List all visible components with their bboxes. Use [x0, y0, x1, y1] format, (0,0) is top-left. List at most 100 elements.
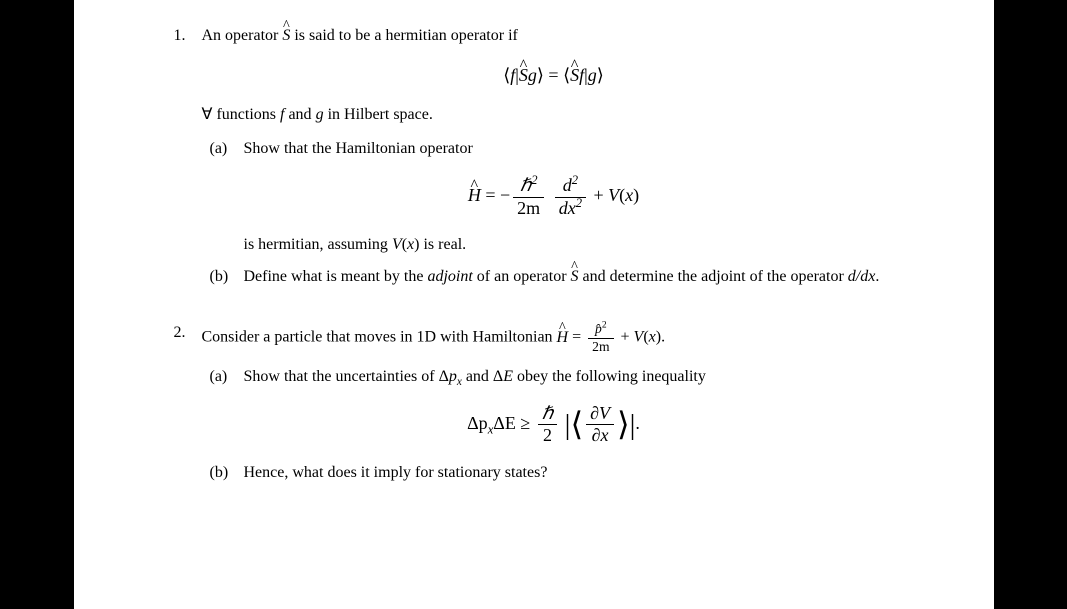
p2-2m: 2m [592, 339, 609, 354]
problem-2-number: 2. [174, 321, 194, 355]
p1a-equation-hamiltonian: H = −ℏ22m d2dx2 + V(x) [174, 175, 934, 219]
p2-end: . [661, 329, 665, 346]
problem-2-intro-text: Consider a particle that moves in 1D wit… [202, 321, 666, 355]
p1a-hbar-sup: 2 [531, 173, 537, 187]
p1b-S: S [571, 265, 579, 289]
p1a-pc: ) [633, 185, 639, 205]
p1a-frac-d2: d2dx2 [555, 175, 586, 219]
p1a-dx-sup: 2 [576, 196, 582, 210]
problem-1: 1. An operator S is said to be a hermiti… [174, 24, 934, 289]
p1a-post-body: is hermitian, assuming V(x) is real. [244, 233, 934, 257]
p1-continuation: ∀ functions f and g in Hilbert space. [202, 103, 934, 127]
p2-H: H [557, 326, 569, 350]
p1b-mid2: and determine the adjoint of the operato… [579, 268, 848, 285]
p1-cont-t1: functions [212, 106, 280, 123]
p2a-body: Show that the uncertainties of Δpx and Δ… [244, 365, 934, 389]
p1a-post: is hermitian, assuming V(x) is real. [210, 233, 934, 257]
p2b-body: Hence, what does it imply for stationary… [244, 461, 934, 485]
p2a-bra: ⟨ [570, 407, 583, 443]
p2a-2: 2 [538, 425, 557, 447]
p1-cont-g: g [316, 106, 324, 123]
p1a-V: V [608, 185, 619, 205]
p2b-text: Hence, what does it imply for stationary… [244, 464, 548, 481]
p2b-label: (b) [210, 461, 236, 485]
p2a-period: . [635, 413, 640, 433]
p1a-dx: dx [559, 198, 576, 218]
eq1-lhs-S: S [519, 62, 528, 89]
p2-part-a: (a) Show that the uncertainties of Δpx a… [210, 365, 934, 389]
p1-intro-pre: An operator [202, 27, 283, 44]
p1-part-b: (b) Define what is meant by the adjoint … [210, 265, 934, 289]
p2a-dp: Δp [467, 413, 488, 433]
eq1-rhs-S: S [570, 62, 579, 89]
p2a-post: obey the following inequality [513, 368, 706, 385]
problem-1-intro-text: An operator S is said to be a hermitian … [202, 24, 518, 48]
p1-part-a: (a) Show that the Hamiltonian operator [210, 137, 934, 161]
p1a-frac-hbar: ℏ2 2m [513, 175, 544, 219]
p1a-d-sup: 2 [572, 173, 578, 187]
p2-p-sup: 2 [602, 321, 607, 331]
p2a-dE: ΔE [493, 413, 516, 433]
p2a-E: E [503, 368, 513, 385]
p1a-d: d [563, 175, 572, 195]
p1a-post-V: V [392, 236, 402, 253]
p1-forall: ∀ [202, 106, 213, 123]
document-page: 1. An operator S is said to be a hermiti… [74, 0, 994, 609]
p2a-ket: ⟩ [617, 407, 630, 443]
p1-operator-S: S [282, 24, 290, 48]
p2a-equation-inequality: ΔpxΔE ≥ ℏ2 |⟨∂V∂x⟩|. [174, 403, 934, 447]
eq1-rhs-open: ⟨ [563, 65, 570, 85]
p2-p: p̂ [595, 321, 602, 336]
p1a-H: H [468, 182, 481, 209]
p1-cont-t2: in Hilbert space. [324, 106, 433, 123]
p1b-mid: of an operator [473, 268, 571, 285]
p1-cont-and: and [284, 106, 315, 123]
problem-2-intro: 2. Consider a particle that moves in 1D … [174, 321, 934, 355]
p2a-label: (a) [210, 365, 236, 389]
p2a-geq: ≥ [516, 413, 535, 433]
p1a-equals: = − [481, 185, 510, 205]
p1b-body: Define what is meant by the adjoint of a… [244, 265, 934, 289]
p2-plus: + [617, 329, 634, 346]
p2a-dV: V [599, 403, 610, 423]
p2a-mid: and Δ [462, 368, 503, 385]
p1a-x: x [625, 185, 633, 205]
eq1-rhs-g: g [588, 65, 597, 85]
p2a-pre: Show that the uncertainties of Δ [244, 368, 449, 385]
p1a-text: Show that the Hamiltonian operator [244, 140, 473, 157]
p2-x: x [649, 329, 656, 346]
p1b-ddx: d/dx [848, 268, 876, 285]
p2a-dx: x [600, 425, 608, 445]
eq1-rhs-close: ⟩ [597, 65, 604, 85]
p1a-post-after: is real. [419, 236, 466, 253]
eq1-lhs-g: g [528, 65, 537, 85]
p1b-pre: Define what is meant by the [244, 268, 428, 285]
p1-equation-hermitian: ⟨f|Sg⟩ = ⟨Sf|g⟩ [174, 62, 934, 89]
p1b-label: (b) [210, 265, 236, 289]
p1a-plus: + [589, 185, 608, 205]
p2-V: V [634, 329, 644, 346]
p1a-post-pre: is hermitian, assuming [244, 236, 392, 253]
p2-frac-p2: p̂2 2m [588, 321, 613, 355]
p2a-p: p [449, 368, 457, 385]
p2a-frac-hbar2: ℏ2 [538, 403, 557, 447]
p2a-hbar: ℏ [538, 403, 557, 426]
problem-1-intro: 1. An operator S is said to be a hermiti… [174, 24, 934, 48]
p1-intro-post: is said to be a hermitian operator if [290, 27, 517, 44]
p1a-body: Show that the Hamiltonian operator [244, 137, 934, 161]
problem-1-number: 1. [174, 24, 194, 48]
p2a-dp1: ∂ [590, 403, 599, 423]
problem-2: 2. Consider a particle that moves in 1D … [174, 321, 934, 485]
p1b-end: . [875, 268, 879, 285]
p1a-2m: 2m [517, 198, 540, 218]
p1b-adjoint: adjoint [427, 268, 472, 285]
eq1-equals: = [544, 65, 563, 85]
p1a-post-spacer [210, 233, 236, 257]
p2a-frac-dV: ∂V∂x [586, 403, 614, 447]
p2-part-b: (b) Hence, what does it imply for statio… [210, 461, 934, 485]
p2-equals: = [568, 329, 585, 346]
p2-intro-pre: Consider a particle that moves in 1D wit… [202, 329, 557, 346]
p1a-label: (a) [210, 137, 236, 161]
eq1-lhs-close: ⟩ [537, 65, 544, 85]
p1a-hbar: ℏ [520, 175, 531, 195]
